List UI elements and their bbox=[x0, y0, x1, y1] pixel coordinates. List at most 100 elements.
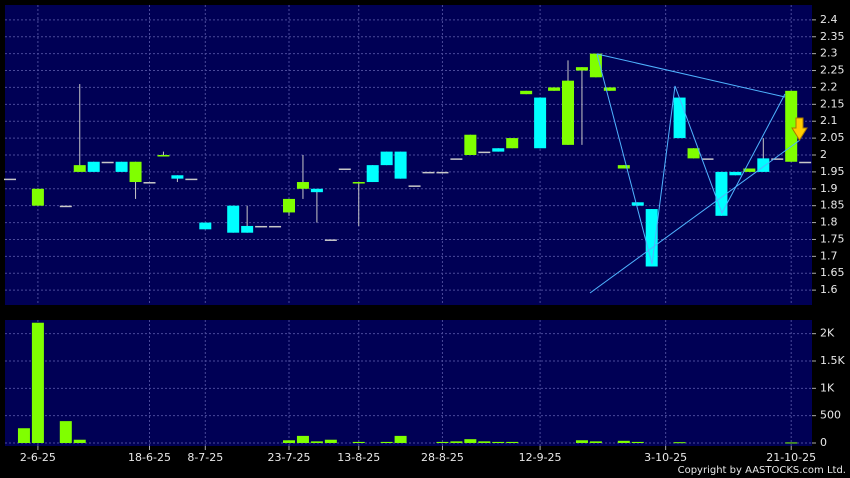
zigzag-line bbox=[596, 53, 786, 265]
y-tick-label: 2.2 bbox=[820, 80, 838, 93]
candle-body bbox=[520, 90, 533, 95]
y-tick-label: 1.75 bbox=[820, 232, 845, 245]
volume-bar bbox=[17, 428, 30, 443]
candle-body bbox=[603, 87, 616, 91]
candle-body bbox=[143, 182, 156, 184]
candle-body bbox=[464, 134, 477, 155]
y-tick-label: 1.65 bbox=[820, 266, 845, 279]
volume-bar bbox=[394, 435, 407, 443]
candle-body bbox=[227, 205, 240, 233]
volume-bar bbox=[380, 441, 393, 443]
volume-bar bbox=[296, 435, 309, 443]
y-tick-label: 2.3 bbox=[820, 47, 838, 60]
candle-body bbox=[115, 161, 128, 172]
volume-bar bbox=[617, 440, 630, 443]
candle-body bbox=[548, 87, 561, 91]
candle-body bbox=[31, 188, 44, 206]
candle-body bbox=[157, 155, 170, 157]
candle-body bbox=[310, 188, 323, 193]
candle-body bbox=[380, 151, 393, 166]
volume-bar bbox=[575, 440, 588, 443]
y-tick-label: 2.15 bbox=[820, 97, 845, 110]
y-tick-label: 2.1 bbox=[820, 114, 838, 127]
candle-body bbox=[436, 171, 449, 174]
volume-bar bbox=[450, 441, 463, 443]
x-tick-label: 13-8-25 bbox=[337, 451, 380, 464]
candle-body bbox=[171, 175, 184, 179]
candle-body bbox=[729, 171, 742, 176]
candle-body bbox=[771, 158, 784, 160]
candle-body bbox=[87, 161, 100, 172]
y-tick-label: 1.9 bbox=[820, 182, 838, 195]
candle-body bbox=[631, 202, 644, 206]
candle-body bbox=[575, 67, 588, 71]
resistance-line bbox=[596, 53, 786, 98]
candle-body bbox=[562, 80, 574, 145]
volume-bar bbox=[506, 441, 519, 443]
y-tick-label: 2.25 bbox=[820, 64, 845, 77]
candle-body bbox=[255, 225, 268, 228]
candle-body bbox=[283, 198, 295, 213]
volume-bar bbox=[673, 442, 686, 444]
x-tick-label: 2-6-25 bbox=[20, 451, 56, 464]
candle-body bbox=[673, 97, 686, 139]
candle-body bbox=[492, 148, 505, 152]
y-tick-label: 2.05 bbox=[820, 131, 845, 144]
y-tick-label: 2K bbox=[820, 327, 835, 340]
candle-body bbox=[408, 185, 421, 187]
candle-body bbox=[478, 151, 491, 154]
y-tick-label: 2.35 bbox=[820, 30, 845, 43]
x-tick-label: 8-7-25 bbox=[187, 451, 223, 464]
volume-bar bbox=[464, 439, 477, 443]
candle-body bbox=[241, 225, 254, 233]
candle-body bbox=[4, 178, 16, 181]
y-tick-label: 1.8 bbox=[820, 216, 838, 229]
plot-layer: 1.6 1.65 1.7 1.75 1.8 1.85 1.9 1.95 2 2.05 2.1 2.15… bbox=[4, 5, 845, 464]
candle-body bbox=[199, 222, 212, 230]
candle-body bbox=[366, 165, 379, 183]
candle-body bbox=[645, 209, 658, 267]
volume-bar bbox=[631, 441, 644, 443]
candle-body bbox=[506, 138, 519, 149]
candle-body bbox=[785, 90, 798, 162]
candle-body bbox=[59, 205, 72, 208]
candle-body bbox=[101, 161, 114, 164]
volume-bar bbox=[352, 441, 365, 443]
candle-body bbox=[617, 165, 630, 169]
candle-body bbox=[450, 158, 463, 160]
support-line bbox=[589, 139, 801, 294]
x-tick-label: 28-8-25 bbox=[421, 451, 464, 464]
volume-bar bbox=[324, 439, 337, 443]
volume-bar bbox=[492, 441, 505, 443]
y-tick-label: 2 bbox=[820, 148, 827, 161]
volume-bar bbox=[436, 441, 449, 443]
volume-panel bbox=[5, 320, 812, 446]
candle-body bbox=[185, 178, 198, 181]
candle-body bbox=[422, 171, 435, 174]
x-tick-label: 12-9-25 bbox=[519, 451, 562, 464]
y-tick-label: 500 bbox=[820, 409, 841, 422]
candle-body bbox=[338, 168, 351, 171]
volume-bar bbox=[31, 322, 44, 443]
candle-body bbox=[534, 97, 547, 149]
candle-body bbox=[394, 151, 407, 179]
y-tick-label: 2.4 bbox=[820, 13, 838, 26]
copyright: Copyright by AASTOCKS.com Ltd. bbox=[678, 465, 846, 476]
candle-body bbox=[73, 165, 86, 172]
candle-body bbox=[324, 239, 337, 241]
y-tick-label: 0 bbox=[820, 436, 827, 449]
x-tick-label: 21-10-25 bbox=[766, 451, 816, 464]
x-tick-label: 18-6-25 bbox=[128, 451, 171, 464]
y-tick-label: 1.7 bbox=[820, 249, 838, 262]
y-tick-label: 1.6 bbox=[820, 283, 838, 296]
y-tick-label: 1.5K bbox=[820, 354, 845, 367]
volume-bar bbox=[589, 441, 602, 443]
volume-bar bbox=[59, 421, 72, 443]
candle-body bbox=[799, 161, 812, 164]
signal-arrow bbox=[791, 117, 808, 141]
candle-body bbox=[701, 158, 714, 160]
candle-body bbox=[129, 161, 142, 183]
candle-body bbox=[296, 182, 309, 189]
